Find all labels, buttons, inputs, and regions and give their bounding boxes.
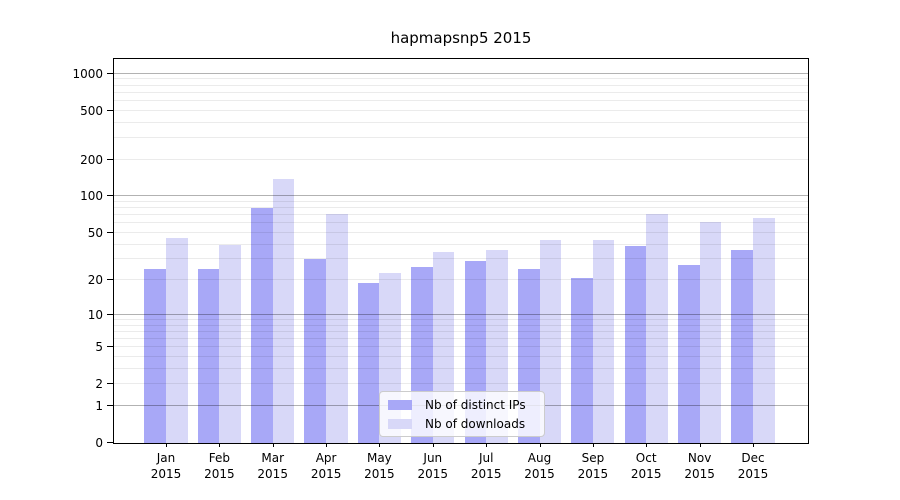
bar-downloads-apr [326,213,348,443]
legend-item-distinct-ips: Nb of distinct IPs [388,398,536,412]
x-tick-label: Jun 2015 [418,450,449,482]
y-tick-label: 0 [95,436,103,450]
x-tick-month: Feb [208,451,231,465]
x-tick-month: Sep [581,451,605,465]
plot-area: 0 1 2 5 10 20 50 100 200 500 1000 Jan 2015 Feb 2015 Mar… [72,58,809,481]
bar-downloads-jan [166,238,188,443]
bar-distinct-ips-nov [678,264,700,443]
y-tick [107,195,113,197]
bar-distinct-ips-mar [251,208,273,443]
y-tick [107,383,113,385]
y-tick [107,109,113,111]
bar-distinct-ips-feb [197,268,220,443]
y-tick-label: 200 [80,152,103,167]
x-tick-year: 2015 [364,467,395,481]
bar-downloads-mar [272,178,295,443]
x-tick-month: Jan [156,451,176,465]
bar-distinct-ips-apr [304,259,327,443]
bar-distinct-ips-oct [624,245,647,443]
x-tick-month: May [366,451,392,465]
bar-distinct-ips-jan [144,268,166,443]
x-tick-label: Apr 2015 [311,450,342,482]
y-tick [107,404,113,406]
y-tick-label: 500 [80,103,103,118]
chart-title: hapmapsnp5 2015 [390,29,532,47]
x-tick-month: Dec [741,451,765,465]
x-tick-label: Mar 2015 [257,450,288,482]
legend: Nb of distinct IPs Nb of downloads [379,391,545,437]
x-tick-label: Jan 2015 [151,450,182,482]
legend-label-distinct-ips: Nb of distinct IPs [425,397,526,412]
legend-swatch-distinct-ips [388,399,412,410]
y-tick [107,313,113,315]
x-tick-month: Jul [478,451,494,465]
y-tick-label: 5 [95,340,103,355]
x-tick-year: 2015 [204,467,235,481]
bar-distinct-ips-dec [731,250,753,443]
x-tick-label: Jul 2015 [471,450,502,482]
y-tick-label: 1 [95,398,103,413]
bar-downloads-aug [539,239,562,443]
x-tick-month: Aug [527,451,552,465]
x-tick-year: 2015 [150,467,182,481]
bar-downloads-oct [646,213,668,443]
x-tick [432,443,434,447]
y-tick-label: 100 [80,189,103,204]
y-tick [107,442,113,443]
x-tick-label: Sep 2015 [578,450,609,482]
x-tick-year: 2015 [684,467,715,481]
x-tick-year: 2015 [470,467,502,481]
legend-swatch-downloads [388,418,412,429]
y-tick [107,158,113,160]
bar-downloads-feb [219,244,241,443]
bar-downloads-dec [752,217,775,443]
x-tick [166,443,167,447]
x-tick-year: 2015 [737,467,769,481]
x-tick [486,443,488,447]
bar-downloads-sep [592,239,615,443]
x-tick-label: Aug 2015 [524,450,555,482]
y-tick [107,346,113,348]
x-tick-label: Feb 2015 [204,450,235,482]
y-tick [107,279,113,281]
x-tick [699,443,701,447]
x-tick-label: May 2015 [364,450,395,482]
legend-label-downloads: Nb of downloads [425,416,526,431]
y-tick-label: 20 [87,273,103,288]
x-tick-year: 2015 [630,467,662,481]
x-tick-month: Mar [261,451,285,465]
y-tick [107,72,113,74]
x-tick [539,443,541,447]
x-tick-year: 2015 [577,467,609,481]
y-tick [107,231,113,233]
x-tick-label: Oct 2015 [631,450,662,482]
x-tick-label: Nov 2015 [684,450,715,482]
x-tick [753,443,754,447]
x-tick-month: Nov [687,451,712,465]
x-tick [326,443,328,447]
x-tick-month: Oct [635,451,657,465]
x-tick-month: Jun [423,451,443,465]
y-tick-label: 1000 [72,66,103,81]
legend-item-downloads: Nb of downloads [388,417,536,431]
x-tick-month: Apr [315,451,337,465]
x-tick-year: 2015 [310,467,342,481]
y-tick-label: 50 [87,225,103,240]
x-tick [646,443,648,447]
x-tick-year: 2015 [417,467,449,481]
x-tick-year: 2015 [257,467,288,481]
x-tick [219,443,221,447]
x-tick [592,443,594,447]
bar-distinct-ips-sep [571,277,593,443]
y-tick-label: 10 [87,307,103,322]
x-tick [379,443,381,447]
y-tick-label: 2 [95,377,103,392]
x-tick [272,443,274,447]
bar-distinct-ips-may [357,282,380,443]
bar-downloads-nov [699,221,722,443]
x-tick-label: Dec 2015 [738,450,769,482]
x-tick-year: 2015 [524,467,555,481]
ticks-layer: 0 1 2 5 10 20 50 100 200 500 1000 Jan 2015 Feb 2015 Mar… [72,59,808,481]
